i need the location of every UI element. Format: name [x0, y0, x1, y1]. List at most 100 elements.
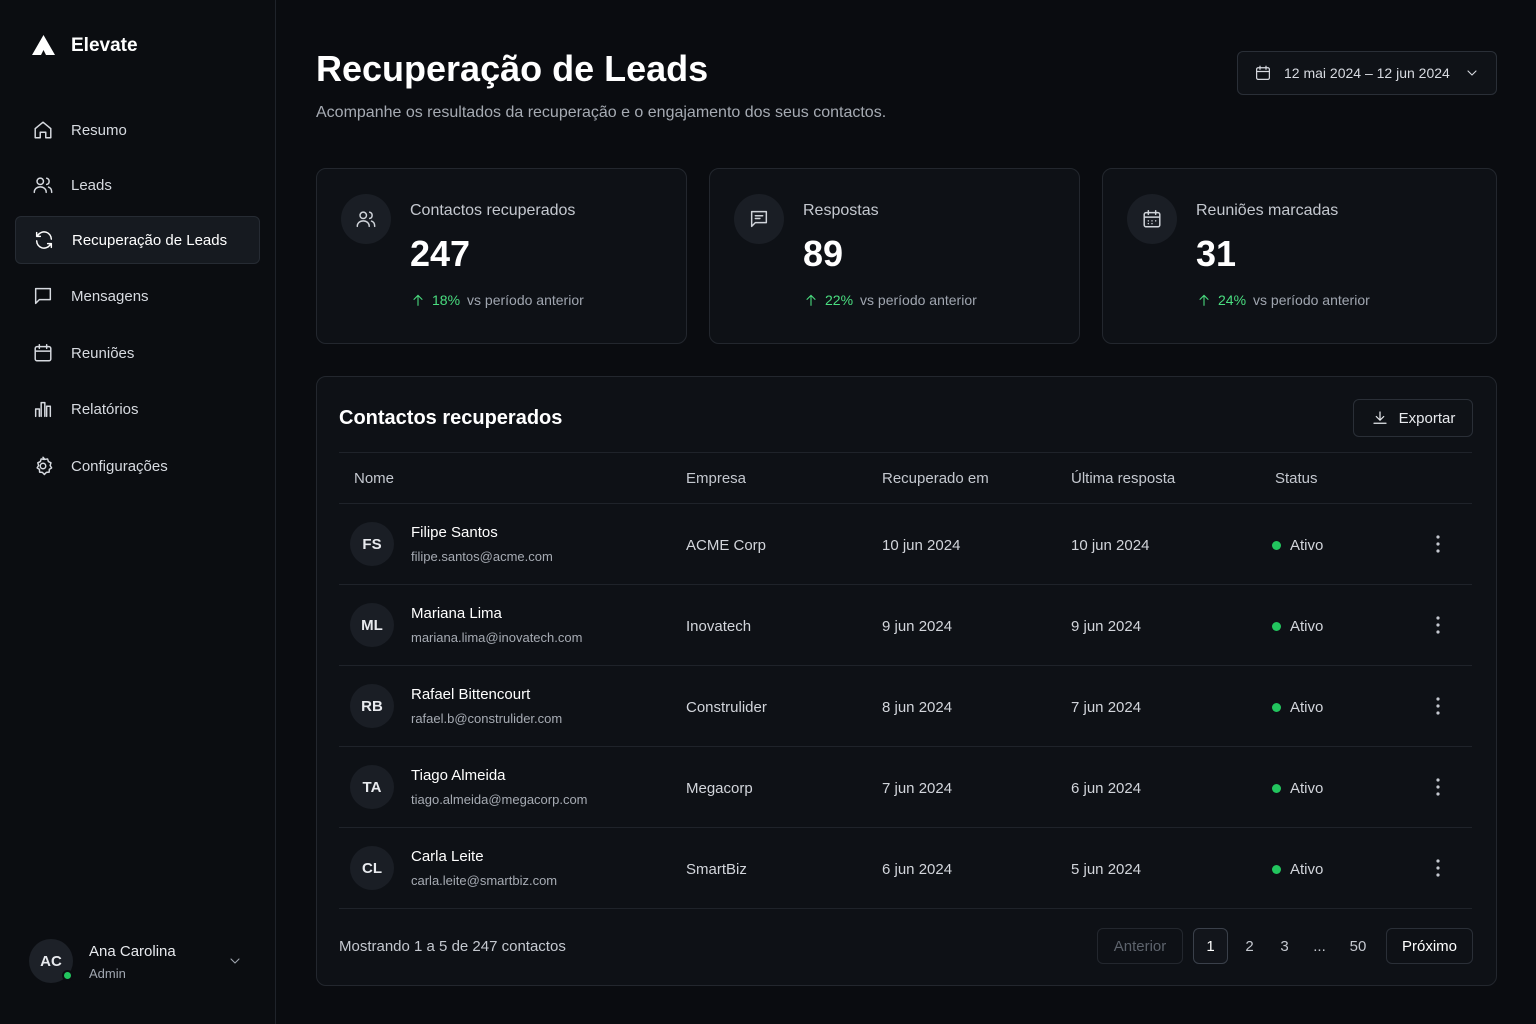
company: ACME Corp	[686, 537, 767, 554]
stat-label: Contactos recuperados	[410, 202, 576, 219]
next-button[interactable]: Próximo	[1386, 928, 1473, 964]
stat-icon-circle	[1127, 194, 1177, 244]
status: Ativo	[1290, 861, 1324, 878]
column-header: Nome	[354, 470, 395, 487]
table-title: Contactos recuperados	[339, 407, 563, 429]
page-button[interactable]: 1	[1193, 928, 1228, 964]
stat-icon	[750, 210, 768, 228]
contact-name: Tiago Almeida	[411, 767, 506, 784]
icon-shape	[1436, 778, 1440, 782]
logo-shape	[32, 35, 55, 55]
arrow-up-icon	[806, 294, 816, 306]
nav-icon	[34, 287, 52, 305]
contact-avatar: TA	[350, 765, 394, 809]
icon-shape	[1256, 65, 1270, 73]
nav-label: Reuniões	[71, 344, 135, 362]
last-reply-date: 9 jun 2024	[1071, 618, 1142, 635]
icon-shape	[34, 401, 52, 418]
nav-label: Configurações	[71, 457, 168, 475]
nav-item[interactable]: Resumo	[15, 106, 260, 154]
stat-card: Reuniões marcadas 31 24% vs período anterio…	[1102, 168, 1497, 344]
kebab-icon	[1436, 616, 1440, 634]
contact-avatar: ML	[350, 603, 394, 647]
status-dot	[1272, 784, 1281, 793]
page-button[interactable]: 2	[1245, 937, 1254, 955]
contact-email: rafael.b@construlider.com	[411, 711, 563, 726]
date-chevron	[1467, 70, 1477, 76]
contact-email: carla.leite@smartbiz.com	[411, 873, 558, 888]
status: Ativo	[1290, 537, 1324, 554]
row-actions[interactable]	[1428, 695, 1448, 717]
stat-icon-circle	[734, 194, 784, 244]
contact-name: Carla Leite	[411, 848, 484, 865]
stat-card: Respostas 89 22% vs período anterior	[709, 168, 1080, 344]
stat-change-value: 18%	[432, 292, 461, 308]
stat-change: 24%	[1196, 292, 1246, 308]
row-actions[interactable]	[1428, 857, 1448, 879]
stat-icon	[1143, 210, 1161, 228]
nav-icon	[34, 121, 52, 139]
company: Megacorp	[686, 780, 753, 797]
nav-item[interactable]: Recuperação de Leads	[15, 216, 260, 264]
icon-shape	[1436, 859, 1440, 863]
calendar-icon	[1256, 65, 1270, 80]
nav-item[interactable]: Mensagens	[15, 272, 260, 320]
export-button[interactable]: Exportar	[1353, 399, 1473, 437]
icon-shape	[413, 294, 423, 306]
stat-value: 89	[803, 233, 844, 274]
user-name: Ana Carolina	[89, 943, 176, 960]
arrow-up-icon	[1199, 294, 1209, 306]
icon-shape	[1436, 785, 1440, 789]
user-menu-chevron[interactable]	[227, 953, 243, 969]
export-label: Exportar	[1398, 409, 1456, 427]
page-button[interactable]: 50	[1349, 937, 1367, 955]
stat-icon-circle	[341, 194, 391, 244]
arrow-up-icon	[413, 294, 423, 306]
row-actions[interactable]	[1428, 614, 1448, 636]
nav-item[interactable]: Relatórios	[15, 385, 260, 433]
icon-shape	[1436, 711, 1440, 715]
page-button[interactable]: ...	[1313, 937, 1326, 955]
recovered-date: 9 jun 2024	[882, 618, 953, 635]
nav-label: Resumo	[71, 121, 127, 139]
pagination-summary: Mostrando 1 a 5 de 247 contactos	[339, 938, 566, 955]
page-button[interactable]: 3	[1280, 937, 1289, 955]
icon-shape	[1436, 549, 1440, 553]
icon-shape	[34, 345, 52, 362]
date-range-picker[interactable]: 12 mai 2024 – 12 jun 2024	[1237, 51, 1497, 95]
column-header: Empresa	[686, 470, 747, 487]
divider	[339, 665, 1472, 666]
icon-shape	[1436, 704, 1440, 708]
icon-shape	[1436, 873, 1440, 877]
icon-shape	[34, 344, 52, 352]
stat-change-value: 24%	[1218, 292, 1247, 308]
icon-shape	[1199, 294, 1209, 306]
brand-logo	[32, 35, 55, 55]
row-actions[interactable]	[1428, 533, 1448, 555]
prev-button[interactable]: Anterior	[1097, 928, 1183, 964]
nav-label: Mensagens	[71, 287, 149, 305]
stat-change-row: 24% vs período anterior	[1196, 292, 1370, 308]
recovered-date: 7 jun 2024	[882, 780, 953, 797]
company: Construlider	[686, 699, 767, 716]
table-card	[316, 376, 1497, 986]
stat-value: 247	[410, 233, 471, 274]
status: Ativo	[1290, 699, 1324, 716]
nav-item[interactable]: Leads	[15, 161, 260, 209]
kebab-icon	[1436, 778, 1440, 796]
icon-shape	[1436, 616, 1440, 620]
icon-shape	[39, 462, 47, 470]
stat-card: Contactos recuperados 247 18% vs período an…	[316, 168, 687, 344]
contact-avatar: FS	[350, 522, 394, 566]
kebab-icon	[1436, 535, 1440, 553]
stat-change-row: 22% vs período anterior	[803, 292, 977, 308]
stat-change-row: 18% vs período anterior	[410, 292, 584, 308]
stat-value: 31	[1196, 233, 1237, 274]
nav-item[interactable]: Configurações	[15, 442, 260, 490]
row-actions[interactable]	[1428, 776, 1448, 798]
icon-shape	[34, 287, 52, 305]
last-reply-date: 10 jun 2024	[1071, 537, 1150, 554]
nav-item[interactable]: Reuniões	[15, 329, 260, 377]
icon-shape	[806, 294, 816, 306]
